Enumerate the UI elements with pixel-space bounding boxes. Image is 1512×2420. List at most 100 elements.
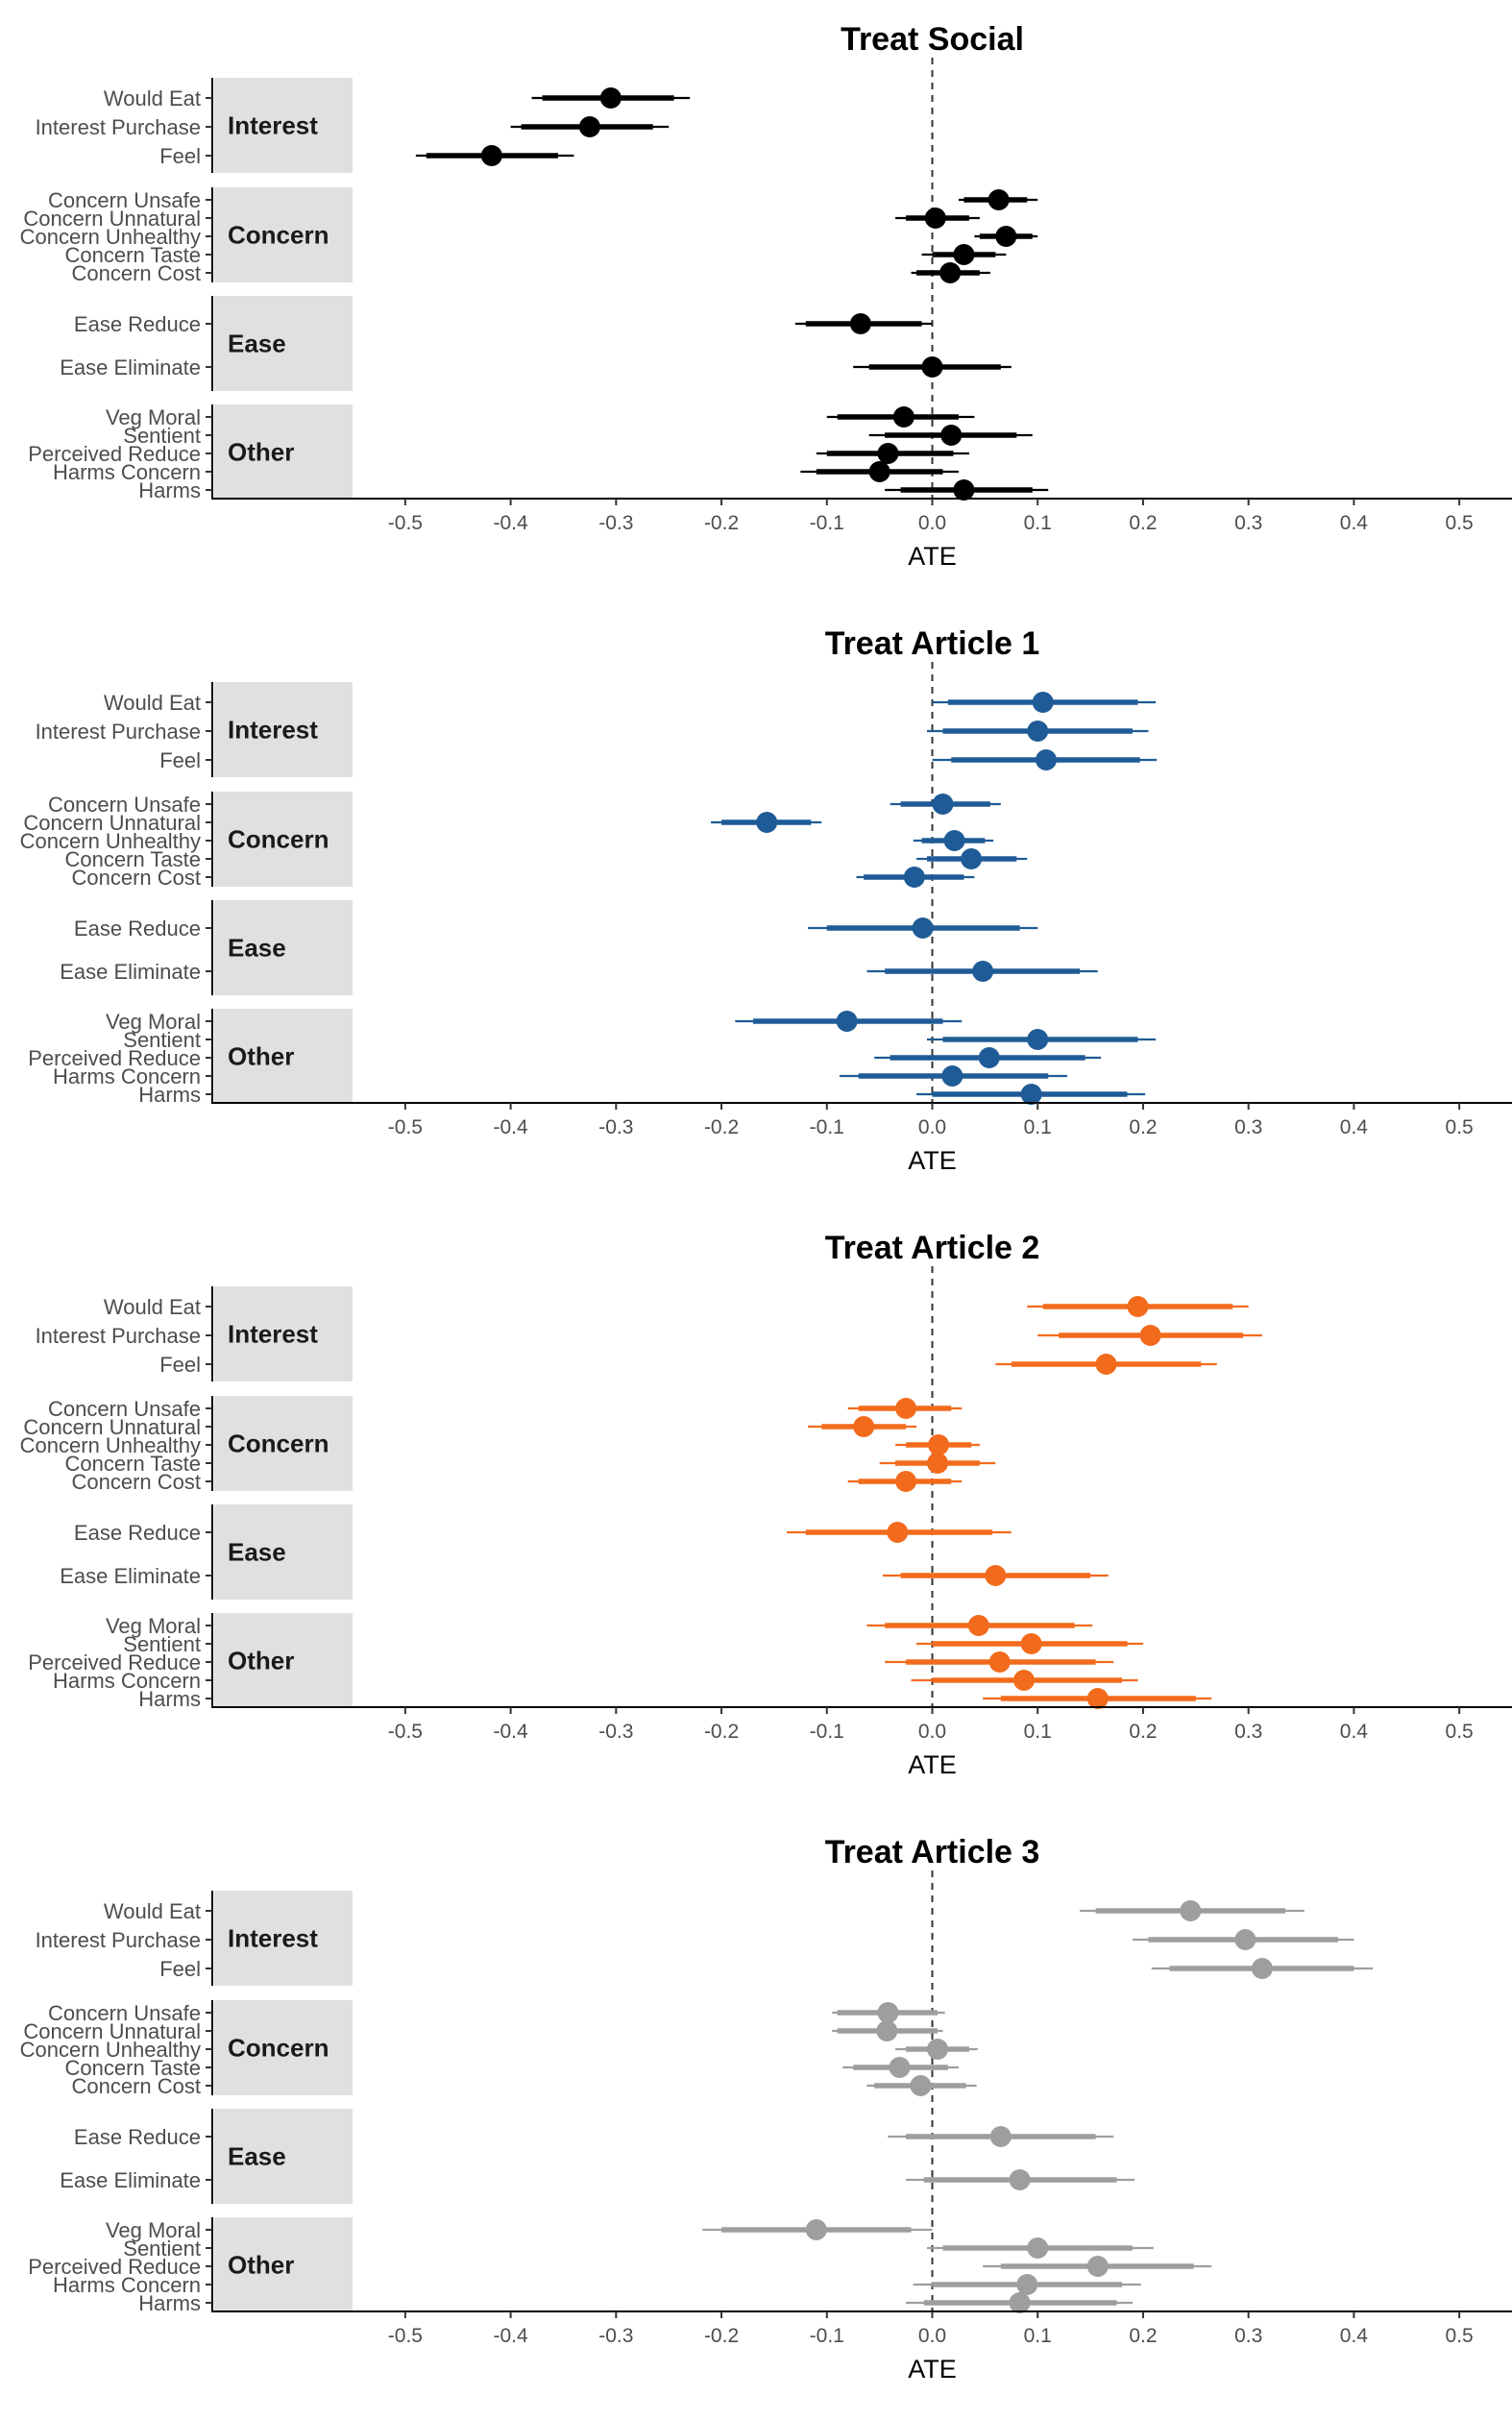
row-label: Perceived Reduce: [28, 1046, 201, 1070]
row-label: Veg Moral: [106, 1614, 201, 1638]
strip-label: Concern: [228, 1430, 329, 1458]
point-estimate: [988, 189, 1010, 210]
point-estimate: [887, 1522, 909, 1543]
point-estimate: [1086, 2256, 1109, 2277]
x-axis-title: ATE: [908, 2355, 957, 2383]
row-label: Concern Unnatural: [23, 811, 201, 835]
strip-background: [214, 1891, 353, 1986]
strip-background: [214, 1504, 353, 1600]
estimate-row: Perceived Reduce: [28, 442, 969, 466]
panel-title: Treat Social: [841, 21, 1024, 58]
estimate-row: Ease Eliminate: [60, 2168, 1135, 2192]
estimate-row: Perceived Reduce: [28, 1650, 1114, 1674]
x-tick-label: -0.5: [388, 1721, 423, 1743]
strip-background: [214, 2000, 353, 2095]
point-estimate: [877, 2002, 899, 2023]
estimate-row: Concern Unhealthy: [20, 829, 994, 853]
row-label: Would Eat: [104, 1295, 201, 1319]
point-estimate: [932, 794, 954, 815]
estimate-row: Concern Unnatural: [23, 1415, 917, 1439]
row-label: Feel: [159, 1353, 201, 1377]
group-ease: Ease Ease Reduce Ease Eliminate: [60, 900, 1098, 995]
point-estimate: [1095, 1354, 1117, 1375]
point-estimate: [941, 1065, 963, 1087]
strip-label: Interest: [228, 1320, 318, 1349]
row-label: Concern Unhealthy: [20, 2038, 201, 2062]
strip-background: [214, 187, 353, 282]
row-label: Perceived Reduce: [28, 442, 201, 466]
estimate-row: Ease Reduce: [74, 312, 933, 336]
x-tick-label: 0.3: [1234, 1116, 1262, 1138]
estimate-row: Feel: [159, 1957, 1374, 1981]
estimate-row: Would Eat: [104, 1899, 1305, 1923]
strip-label: Interest: [228, 716, 318, 745]
x-tick-label: 0.0: [918, 1116, 946, 1138]
point-estimate: [868, 461, 890, 482]
x-tick-label: -0.3: [598, 512, 633, 534]
estimate-row: Perceived Reduce: [28, 2255, 1212, 2279]
row-label: Sentient: [123, 424, 201, 448]
point-estimate: [989, 2126, 1012, 2147]
row-label: Concern Unsafe: [48, 188, 201, 212]
row-label: Veg Moral: [106, 2218, 201, 2242]
x-tick-label: -0.4: [493, 1721, 528, 1743]
x-tick-label: 0.2: [1129, 512, 1157, 534]
x-tick-label: -0.4: [493, 512, 528, 534]
estimate-row: Feel: [159, 1353, 1217, 1377]
x-tick-label: -0.2: [704, 512, 739, 534]
row-label: Harms Concern: [53, 2273, 201, 2297]
strip-background: [214, 682, 353, 777]
x-tick-label: 0.0: [918, 1721, 946, 1743]
row-label: Veg Moral: [106, 1010, 201, 1034]
estimate-row: Veg Moral: [106, 1010, 963, 1034]
x-tick-label: 0.5: [1446, 1116, 1474, 1138]
x-tick-label: -0.1: [810, 512, 844, 534]
row-label: Ease Reduce: [74, 2125, 201, 2149]
x-tick-label: 0.2: [1129, 1116, 1157, 1138]
point-estimate: [1139, 1325, 1161, 1346]
row-label: Concern Unnatural: [23, 2019, 201, 2043]
point-estimate: [939, 262, 962, 283]
row-label: Harms Concern: [53, 1669, 201, 1693]
point-estimate: [853, 1416, 875, 1437]
estimate-row: Concern Taste: [65, 2056, 959, 2080]
estimate-row: Veg Moral: [106, 405, 975, 429]
estimate-row: Ease Eliminate: [60, 960, 1098, 984]
x-tick-label: 0.4: [1340, 512, 1369, 534]
point-estimate: [1036, 749, 1058, 770]
estimate-row: Concern Taste: [65, 243, 1007, 267]
estimate-row: Sentient: [123, 424, 1033, 448]
estimate-row: Would Eat: [104, 691, 1157, 715]
point-estimate: [940, 425, 963, 446]
x-tick-label: 0.5: [1446, 1721, 1474, 1743]
x-tick-label: -0.3: [598, 2325, 633, 2347]
point-estimate: [1027, 1029, 1049, 1050]
row-label: Concern Unnatural: [23, 1415, 201, 1439]
x-tick-label: -0.1: [810, 1721, 844, 1743]
row-label: Concern Taste: [65, 847, 201, 871]
strip-background: [214, 1286, 353, 1381]
estimate-row: Concern Cost: [71, 866, 975, 890]
row-label: Concern Taste: [65, 2056, 201, 2080]
x-tick-label: -0.5: [388, 2325, 423, 2347]
x-tick-label: 0.2: [1129, 1721, 1157, 1743]
estimate-row: Concern Unsafe: [48, 188, 1038, 212]
point-estimate: [1180, 1900, 1202, 1921]
estimate-row: Ease Eliminate: [60, 355, 1012, 379]
estimate-row: Concern Unsafe: [48, 1397, 963, 1421]
x-tick-label: 0.1: [1024, 1721, 1052, 1743]
estimate-row: Interest Purchase: [36, 1928, 1354, 1952]
group-ease: Ease Ease Reduce Ease Eliminate: [60, 1504, 1109, 1600]
row-label: Concern Unhealthy: [20, 1433, 201, 1457]
estimate-row: Harms: [138, 478, 1049, 502]
strip-background: [214, 2217, 353, 2312]
x-tick-label: 0.4: [1340, 1721, 1369, 1743]
estimate-row: Harms: [138, 1083, 1146, 1107]
